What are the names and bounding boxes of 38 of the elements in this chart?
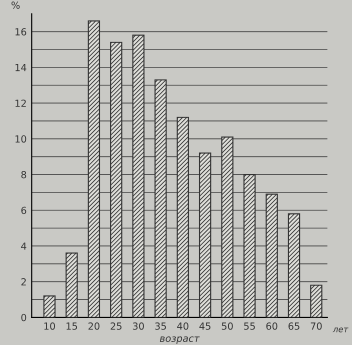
x-tick-label: 10 xyxy=(44,322,56,330)
bar xyxy=(266,194,278,318)
x-axis-title: возраст xyxy=(160,336,200,344)
y-axis-title: % xyxy=(12,2,20,9)
bar xyxy=(110,42,122,318)
y-tick-label: 4 xyxy=(21,242,26,250)
x-tick-label: 50 xyxy=(222,322,233,330)
x-tick-label: 35 xyxy=(155,322,166,330)
bar xyxy=(176,116,189,318)
bar xyxy=(198,152,212,318)
y-tick-label: 10 xyxy=(16,135,26,143)
bar xyxy=(88,20,100,318)
y-tick-label: 14 xyxy=(16,64,26,72)
y-tick-label: 6 xyxy=(21,206,26,214)
y-tick-label: 12 xyxy=(16,100,26,107)
x-tick-label: 20 xyxy=(88,322,100,330)
x-tick-label: 45 xyxy=(199,322,210,330)
x-tick-label: 60 xyxy=(266,322,278,330)
x-tick-label: 15 xyxy=(66,322,78,330)
x-tick-label: 70 xyxy=(310,322,322,330)
bar xyxy=(288,213,300,318)
bar xyxy=(132,34,145,318)
y-tick-label: 16 xyxy=(16,28,26,36)
text: лет xyxy=(332,328,348,332)
bar xyxy=(154,79,167,318)
y-tick-label: 8 xyxy=(21,171,26,178)
x-tick-label: 65 xyxy=(288,322,300,330)
bar xyxy=(243,174,256,318)
x-tick-label: 25 xyxy=(110,322,122,330)
y-tick-label: 0 xyxy=(21,314,26,322)
bar xyxy=(66,252,78,318)
bar xyxy=(43,295,56,318)
x-tick-label: 55 xyxy=(244,322,255,330)
y-tick-label: 2 xyxy=(21,278,26,286)
bar xyxy=(310,284,322,318)
x-tick-label: 30 xyxy=(132,322,144,330)
bar xyxy=(221,136,234,318)
x-tick-label: 40 xyxy=(177,322,188,330)
